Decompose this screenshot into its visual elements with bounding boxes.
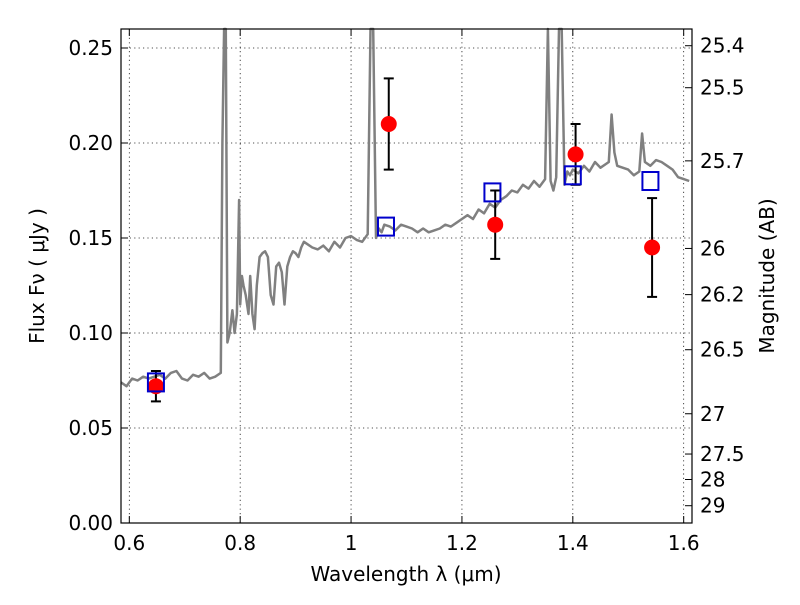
y-tick-label: 0.00 [68,511,113,535]
y-tick-label: 0.15 [68,226,113,250]
model-point [563,165,582,186]
data-point [380,116,397,132]
x-tick-label: 1.2 [446,531,478,555]
model-point [146,372,165,393]
x-axis-title: Wavelength λ (μm) [310,562,501,586]
grid-layer [121,29,692,524]
data-point [147,378,164,395]
points-layer [146,77,661,403]
x-tick-label: 0.8 [224,531,256,555]
magnitude-tick-label: 26 [700,236,725,260]
model-point [376,216,395,237]
data-point [644,239,661,256]
spectrum-layer [120,27,690,388]
y-tick-label: 0.25 [68,36,113,60]
x-tick-label: 1.4 [557,531,589,555]
magnitude-tick-label: 26.5 [700,338,745,362]
y-tick-label: 0.10 [68,321,113,345]
magnitude-tick-label: 25.4 [700,34,745,58]
y-axis-title: Flux Fν ( μJy ) [25,208,49,344]
x-tick-label: 0.6 [113,531,145,555]
x-tick-label: 1 [345,531,358,555]
data-point [487,216,504,233]
y2-axis-title: Magnitude (AB) [755,198,779,353]
ticks-layer: 0.6 0.8 1 1.2 1.4 1.6 0.00 0.05 0.10 0.15 0.20 0.25… [68,29,745,555]
magnitude-tick-label: 29 [700,494,725,518]
magnitude-tick-label: 25.7 [700,149,745,173]
x-tick-label: 1.6 [668,531,700,555]
model-point [641,171,660,191]
y-tick-label: 0.20 [68,131,113,155]
magnitude-tick-label: 28 [700,467,725,491]
y-tick-label: 0.05 [68,416,113,440]
magnitude-tick-label: 27.5 [700,442,745,466]
magnitude-tick-label: 25.5 [700,76,745,100]
magnitude-tick-label: 26.2 [700,283,745,307]
spectrum-line [120,27,690,388]
plot-frame [120,28,693,524]
magnitude-tick-label: 27 [700,402,725,426]
data-point [567,146,584,163]
model-point [483,182,502,203]
